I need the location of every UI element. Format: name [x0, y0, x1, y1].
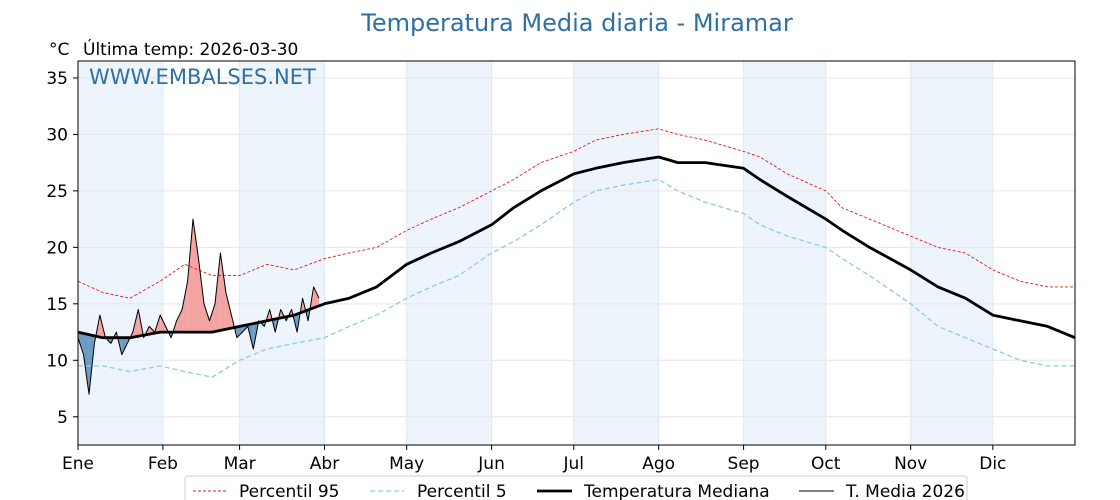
- x-tick-label: Feb: [148, 454, 178, 474]
- month-band: [406, 61, 492, 445]
- y-axis: 5 10 15 20 25 30 35: [46, 69, 78, 428]
- x-tick-label: Oct: [811, 454, 841, 474]
- anomaly-above-fill: [182, 281, 188, 333]
- legend-median-label: Temperatura Mediana: [583, 482, 770, 500]
- series-lines: [77, 128, 1076, 395]
- watermark: WWW.EMBALSES.NET: [89, 65, 316, 89]
- month-band: [910, 61, 993, 445]
- y-tick-label: 20: [46, 238, 68, 258]
- x-tick-label: Mar: [224, 454, 256, 474]
- month-band: [78, 61, 163, 445]
- anomaly-above-fill: [225, 292, 232, 330]
- legend: Percentil 95 Percentil 5 Temperatura Med…: [184, 475, 968, 500]
- anomaly-above-fill: [214, 253, 221, 332]
- x-tick-label: Nov: [894, 454, 927, 474]
- legend-box: [184, 475, 968, 500]
- x-tick-label: Dic: [979, 454, 1006, 474]
- legend-p5-label: Percentil 5: [417, 482, 507, 500]
- anomaly-above-fill: [313, 286, 320, 308]
- series-p95-line: [77, 128, 1075, 299]
- x-axis: Ene Feb Mar Abr May Jun Jul Ago Sep Oct Nov Dic: [62, 445, 1006, 474]
- series-median-line: [77, 155, 1076, 340]
- x-tick-label: Sep: [728, 454, 760, 474]
- x-tick-label: Ene: [62, 454, 94, 474]
- month-band: [239, 61, 325, 445]
- month-bands: [78, 61, 993, 445]
- y-tick-label: 10: [46, 351, 68, 371]
- legend-current-label: T. Media 2026: [845, 482, 965, 500]
- series-current-line: [77, 218, 320, 395]
- anomaly-above-fill: [203, 303, 210, 333]
- anomaly-above-fill: [220, 253, 226, 331]
- unit-label: °C: [49, 40, 69, 60]
- anomaly-above-fill: [176, 309, 183, 333]
- x-tick-label: Jun: [477, 454, 505, 474]
- anomaly-above-fill: [193, 219, 199, 333]
- x-tick-label: Abr: [310, 454, 339, 474]
- anomaly-below-fill: [83, 333, 89, 395]
- legend-p95-label: Percentil 95: [239, 482, 339, 500]
- anomaly-above-fill: [209, 303, 215, 333]
- y-tick-label: 35: [46, 69, 68, 89]
- month-band: [573, 61, 659, 445]
- y-tick-label: 5: [57, 408, 68, 428]
- anomaly-below-fill: [121, 337, 128, 355]
- plot-frame: [77, 60, 1076, 446]
- last-temp-label: Última temp: 2026-03-30: [83, 38, 298, 60]
- anomaly-above-fill: [198, 258, 204, 333]
- anomaly-above-fill: [187, 219, 194, 333]
- chart-title: Temperatura Media diaria - Miramar: [360, 9, 793, 37]
- anomaly-above-fill: [160, 315, 166, 333]
- month-band: [743, 61, 826, 445]
- y-tick-label: 15: [46, 295, 68, 315]
- x-tick-label: May: [389, 454, 424, 474]
- series-p5-line: [78, 178, 1075, 378]
- y-tick-label: 30: [46, 125, 68, 145]
- anomaly-below-fill: [236, 325, 243, 338]
- x-tick-label: Ago: [642, 454, 675, 474]
- y-tick-label: 25: [46, 182, 68, 202]
- x-tick-label: Jul: [563, 454, 585, 474]
